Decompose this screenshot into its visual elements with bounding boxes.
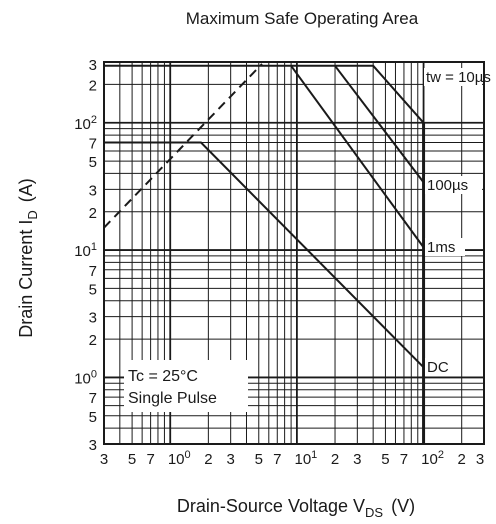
annotation-box: Tc = 25°C Single Pulse [124,360,248,412]
y-tick-label: 102 [74,114,97,133]
y-tick-label: 7 [89,135,97,152]
pulse-label: Single Pulse [128,390,217,407]
series-lines [103,63,425,369]
x-tick-label: 3 [100,451,108,468]
x-tick-label: 5 [128,451,136,468]
y-axis-label-main: Drain Current I [16,220,36,338]
condition-label: Tc = 25°C [128,368,198,385]
y-tick-label: 2 [89,77,97,94]
y-tick-label: 2 [89,332,97,349]
x-tick-labels: 3 5 7 100 2 3 5 7 101 2 3 5 7 102 2 3 [100,449,484,468]
series-label-bg [425,238,465,256]
x-tick-label: 7 [146,451,154,468]
x-tick-label: 100 [168,449,191,468]
x-tick-label: 7 [273,451,281,468]
y-tick-label: 7 [89,390,97,407]
series-label-dc: DC [427,359,449,376]
y-axis-label-unit: (A) [16,178,36,202]
series-label-tw100us: 100µs [427,177,468,194]
y-tick-label: 5 [89,281,97,298]
series-tw10us [104,64,425,124]
x-axis-label-unit: (V) [391,496,415,516]
annotation-background [124,360,248,412]
chart-title: Maximum Safe Operating Area [186,9,419,28]
x-axis-label-sub: DS [365,505,383,520]
y-tick-label: 100 [74,368,97,387]
x-tick-label: 2 [204,451,212,468]
y-tick-label: 7 [89,263,97,280]
series-label-tw10us: tw = 10µs [426,69,491,86]
y-tick-label: 101 [74,241,97,260]
x-tick-label: 5 [255,451,263,468]
x-tick-label: 5 [381,451,389,468]
series-labels: tw = 10µs 100µs 1ms DC [424,68,491,376]
x-tick-label: 3 [353,451,361,468]
y-tick-label: 3 [89,310,97,327]
y-tick-label: 5 [89,154,97,171]
y-axis-label-sub: D [25,210,40,219]
y-axis-label: Drain Current ID (A) [16,178,40,337]
x-axis-label-main: Drain-Source Voltage V [177,496,365,516]
series-tw1ms [290,65,425,248]
x-axis-label: Drain-Source Voltage VDS (V) [177,496,415,520]
series-label-bg [424,68,482,86]
x-tick-label: 102 [421,449,444,468]
y-tick-label: 5 [89,409,97,426]
x-tick-label: 7 [400,451,408,468]
plot-frame [103,61,485,445]
x-tick-label: 2 [331,451,339,468]
y-tick-label: 3 [89,437,97,454]
y-tick-label: 3 [89,182,97,199]
series-tw100us [334,65,425,184]
x-tick-label: 101 [294,449,317,468]
series-label-tw1ms: 1ms [427,239,455,256]
series-label-bg [425,176,482,194]
series-rds_limit [103,63,263,229]
x-tick-label: 2 [458,451,466,468]
series-dc [104,141,425,369]
y-tick-label: 2 [89,205,97,222]
y-tick-label: 3 [89,57,97,74]
series-label-bg [425,358,455,376]
x-tick-label: 3 [476,451,484,468]
x-tick-label: 3 [226,451,234,468]
